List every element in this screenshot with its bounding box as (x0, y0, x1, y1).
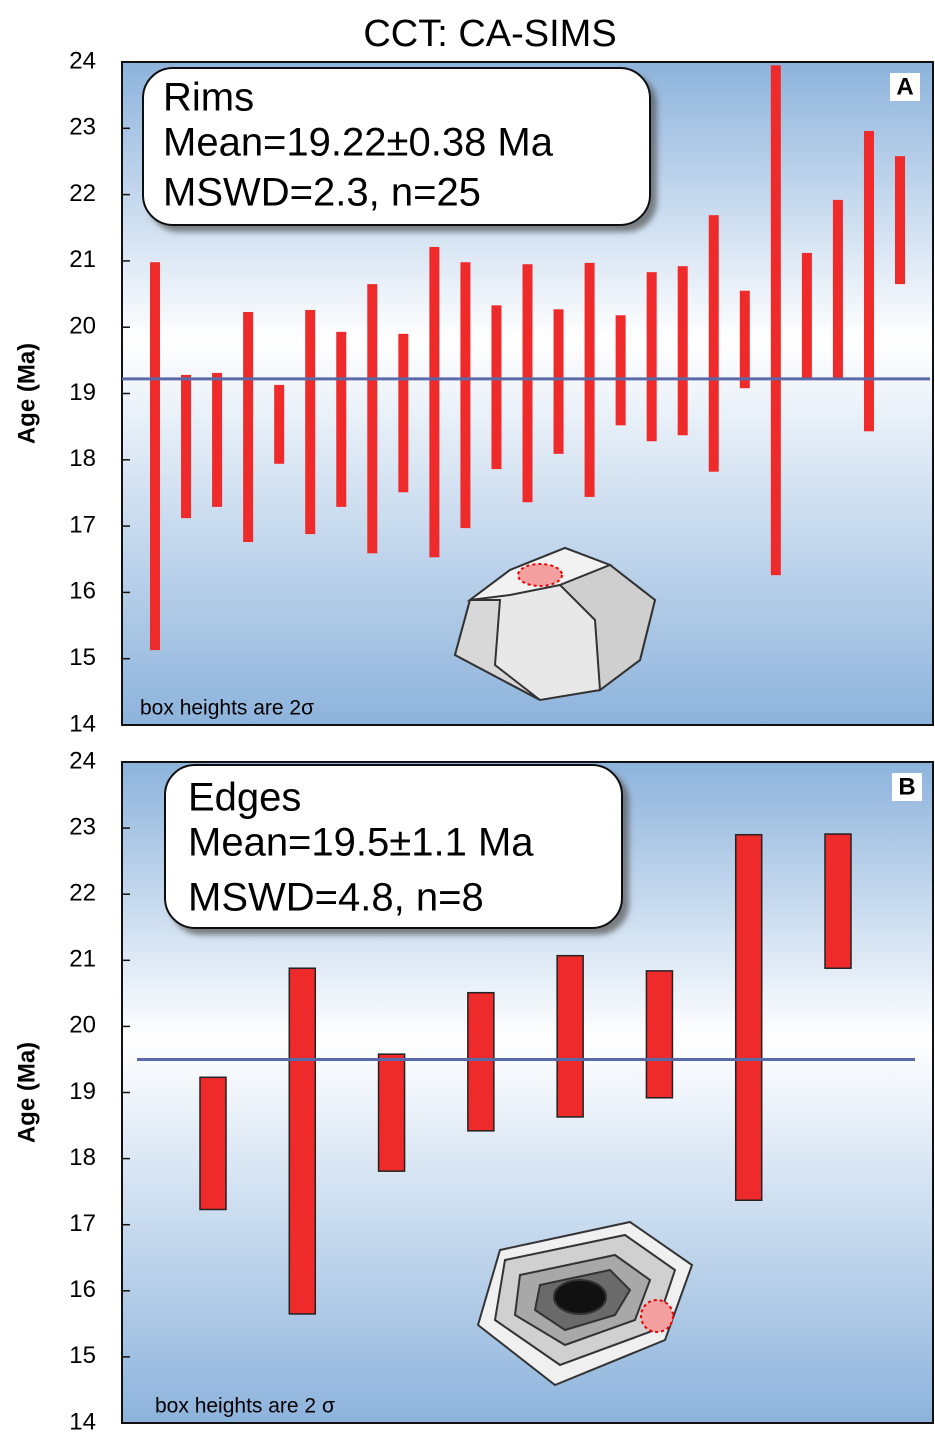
age-box (181, 374, 192, 519)
y-tick-label: 20 (69, 313, 96, 340)
age-box (553, 309, 564, 454)
stats-text: Rims (163, 76, 254, 120)
stats-text: MSWD=2.3, n=25 (163, 171, 481, 215)
y-tick-label: 24 (69, 747, 96, 774)
y-tick-label: 21 (69, 246, 96, 273)
age-box (491, 305, 502, 470)
age-box (274, 384, 285, 464)
y-tick-label: 19 (69, 1078, 96, 1105)
stats-text: Mean=19.22±0.38 Ma (163, 121, 554, 165)
age-box (288, 967, 317, 1315)
age-box (460, 262, 471, 529)
age-box (734, 833, 763, 1201)
y-tick-label: 16 (69, 578, 96, 605)
age-box (646, 272, 657, 442)
note: box heights are 2 σ (155, 1395, 335, 1418)
age-box (895, 156, 905, 285)
stats-box (142, 67, 651, 226)
age-box (377, 1053, 406, 1172)
age-box (212, 372, 223, 507)
panel-tag: A (896, 73, 913, 100)
y-tick-label: 14 (69, 1408, 96, 1435)
age-box (199, 1076, 227, 1211)
y-tick-label: 15 (69, 1342, 96, 1369)
y-tick-label: 21 (69, 946, 96, 973)
age-box (305, 309, 316, 535)
age-box (467, 991, 495, 1132)
y-tick-label: 22 (69, 180, 96, 207)
age-box (708, 215, 719, 472)
y-tick-label: 18 (69, 445, 96, 472)
age-box (429, 246, 440, 558)
crystal-illustration-b (476, 1220, 694, 1387)
age-box (398, 333, 409, 493)
y-tick-label: 24 (69, 47, 96, 74)
stats-text: Mean=19.5±1.1 Ma (188, 821, 534, 865)
age-box (243, 311, 254, 543)
age-box (522, 264, 533, 503)
age-box (824, 833, 852, 969)
age-box (556, 954, 584, 1118)
y-tick-label: 14 (69, 710, 96, 737)
y-tick-label: 17 (69, 1210, 96, 1237)
panel-tag: B (898, 773, 915, 800)
figure-title: CCT: CA-SIMS (363, 13, 616, 55)
age-box (801, 252, 812, 379)
y-axis-label: Age (Ma) (13, 1042, 40, 1143)
age-box (677, 266, 688, 436)
y-tick-label: 23 (69, 813, 96, 840)
y-tick-label: 16 (69, 1276, 96, 1303)
age-box (615, 315, 626, 426)
y-tick-label: 18 (69, 1144, 96, 1171)
stats-text: MSWD=4.8, n=8 (188, 876, 484, 920)
panel-tag-box (890, 73, 920, 101)
age-box (739, 290, 750, 389)
y-tick-label: 19 (69, 379, 96, 406)
y-tick-label: 23 (69, 114, 96, 141)
age-box (832, 199, 843, 379)
y-tick-label: 20 (69, 1012, 96, 1039)
stats-text: Edges (188, 776, 301, 820)
age-box (645, 970, 674, 1099)
age-box (367, 284, 378, 554)
age-box (336, 331, 347, 507)
y-axis-label: Age (Ma) (13, 343, 40, 444)
panel: 14 15 16 17 18 19 20 21 22 23 24 Age (Ma) EdgesMean=… (13, 747, 934, 1435)
age-box (863, 130, 874, 432)
age-box (770, 65, 781, 576)
crystal-illustration-a (453, 546, 657, 702)
panel-tag-box (892, 773, 922, 801)
note: box heights are 2σ (140, 697, 314, 720)
y-tick-label: 15 (69, 644, 96, 671)
stats-box (164, 764, 623, 929)
y-tick-label: 17 (69, 511, 96, 538)
y-tick-label: 22 (69, 880, 96, 907)
age-box (150, 262, 160, 651)
